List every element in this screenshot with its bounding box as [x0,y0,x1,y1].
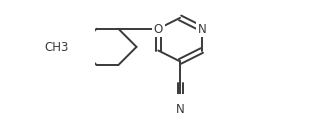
Text: O: O [154,23,163,36]
Text: CH3: CH3 [44,41,69,54]
Text: N: N [176,102,185,115]
Text: N: N [197,23,206,36]
